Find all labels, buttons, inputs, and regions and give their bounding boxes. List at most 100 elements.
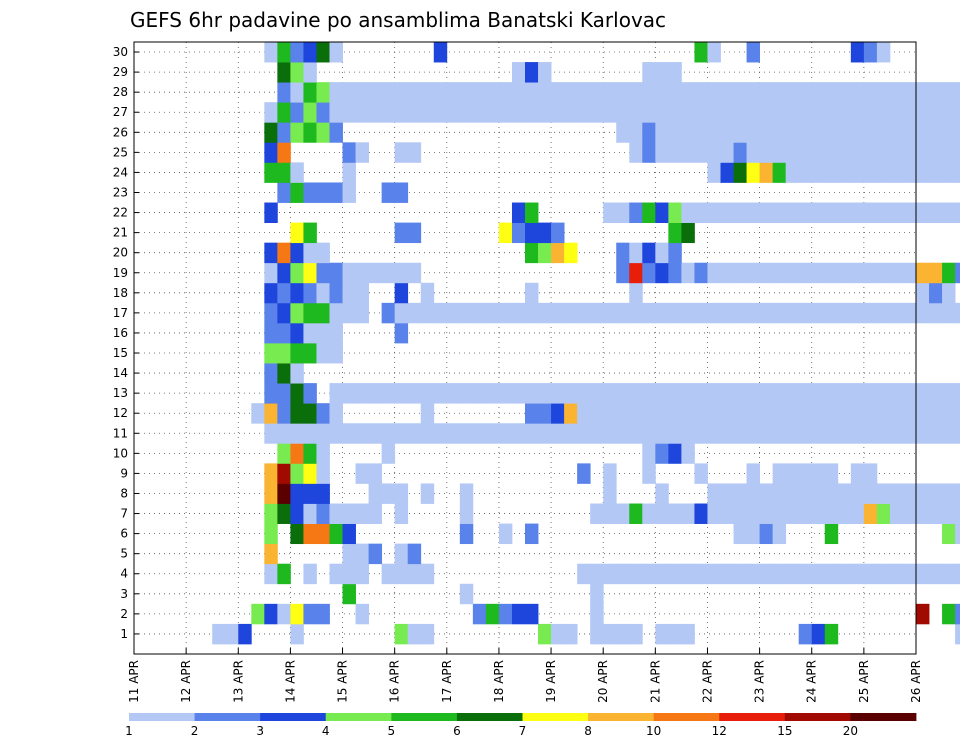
- heatmap-cell: [955, 122, 960, 143]
- heatmap-cell: [772, 122, 787, 143]
- heatmap-cell: [459, 302, 474, 324]
- heatmap-cell: [303, 383, 317, 404]
- heatmap-cell: [394, 483, 409, 504]
- heatmap-cell: [707, 122, 721, 143]
- x-tick-label: 23 APR: [753, 660, 767, 703]
- heatmap-cell: [942, 262, 956, 284]
- heatmap-cell: [368, 383, 383, 404]
- y-tick-label: 27: [113, 105, 128, 119]
- heatmap-cell: [264, 282, 278, 304]
- heatmap-cell: [720, 483, 734, 504]
- heatmap-cell: [564, 302, 578, 324]
- heatmap-cell: [759, 503, 774, 524]
- heatmap-cell: [876, 142, 891, 163]
- heatmap-cell: [785, 483, 800, 504]
- heatmap-cell: [863, 42, 878, 63]
- heatmap-cell: [759, 383, 774, 404]
- heatmap-cell: [746, 563, 760, 585]
- heatmap-cell: [264, 122, 278, 143]
- heatmap-cell: [355, 423, 369, 444]
- heatmap-cell: [264, 142, 278, 163]
- heatmap-cell: [707, 403, 721, 424]
- heatmap-cell: [746, 523, 760, 545]
- heatmap-cell: [277, 282, 291, 304]
- heatmap-cell: [329, 42, 343, 63]
- heatmap-cell: [850, 82, 865, 103]
- heatmap-cell: [746, 463, 760, 484]
- heatmap-cell: [902, 162, 917, 183]
- heatmap-cell: [955, 102, 960, 123]
- heatmap-cell: [916, 142, 930, 163]
- heatmap-cell: [472, 383, 487, 404]
- heatmap-cell: [446, 423, 461, 444]
- heatmap-cell: [264, 242, 278, 264]
- colorbar-label: 15: [777, 724, 792, 738]
- heatmap-cell: [655, 563, 669, 585]
- heatmap-cell: [629, 403, 643, 424]
- heatmap-cell: [642, 242, 656, 264]
- heatmap-cell: [889, 302, 904, 324]
- colorbar-label: 5: [388, 724, 396, 738]
- heatmap-cell: [394, 322, 409, 344]
- colorbar-segment: [260, 713, 327, 721]
- heatmap-cell: [407, 423, 422, 444]
- heatmap-cell: [876, 262, 891, 284]
- heatmap-cell: [902, 503, 917, 524]
- heatmap-cell: [472, 423, 487, 444]
- heatmap-cell: [303, 62, 317, 83]
- heatmap-cell: [511, 222, 526, 244]
- y-tick-label: 14: [113, 366, 128, 380]
- heatmap-cell: [655, 82, 669, 103]
- colorbar-segment: [391, 713, 458, 721]
- heatmap-cell: [303, 443, 317, 464]
- heatmap-cell: [798, 82, 813, 103]
- heatmap-cell: [355, 282, 369, 304]
- heatmap-cell: [525, 403, 539, 424]
- heatmap-cell: [564, 423, 578, 444]
- heatmap-cell: [668, 423, 682, 444]
- heatmap-cell: [942, 302, 956, 324]
- heatmap-cell: [407, 563, 422, 585]
- plot-frame: [133, 41, 917, 655]
- heatmap-cell: [277, 122, 291, 143]
- heatmap-cell: [668, 262, 682, 284]
- heatmap-cell: [355, 383, 369, 404]
- heatmap-cell: [420, 82, 435, 103]
- heatmap-cell: [720, 302, 734, 324]
- heatmap-cell: [785, 262, 800, 284]
- heatmap-cell: [655, 62, 669, 83]
- heatmap-cell: [303, 242, 317, 264]
- heatmap-cell: [420, 403, 435, 424]
- heatmap-cell: [733, 142, 747, 163]
- heatmap-cell: [916, 483, 930, 504]
- heatmap-cell: [720, 403, 734, 424]
- heatmap-cell: [381, 443, 396, 464]
- heatmap-cell: [876, 503, 891, 524]
- heatmap-cell: [394, 222, 409, 244]
- heatmap-cell: [420, 302, 435, 324]
- heatmap-cell: [577, 82, 591, 103]
- heatmap-cell: [681, 262, 695, 284]
- heatmap-cell: [889, 162, 904, 183]
- heatmap-cell: [329, 102, 343, 123]
- heatmap-cell: [277, 363, 291, 384]
- heatmap-cell: [733, 423, 747, 444]
- heatmap-cell: [720, 563, 734, 585]
- heatmap-cell: [876, 82, 891, 103]
- heatmap-cell: [759, 162, 774, 183]
- heatmap-cell: [642, 463, 656, 484]
- heatmap-cell: [955, 202, 960, 223]
- heatmap-cell: [446, 102, 461, 123]
- heatmap-cell: [290, 302, 304, 324]
- heatmap-cell: [551, 102, 565, 123]
- heatmap-cell: [316, 503, 330, 524]
- heatmap-cell: [850, 42, 865, 63]
- heatmap-cell: [694, 403, 708, 424]
- y-tick-label: 15: [113, 346, 128, 360]
- heatmap-cell: [772, 523, 787, 545]
- heatmap-cell: [746, 202, 760, 223]
- heatmap-cell: [811, 82, 826, 103]
- heatmap-cell: [889, 563, 904, 585]
- heatmap-cell: [277, 182, 291, 203]
- heatmap-cell: [902, 423, 917, 444]
